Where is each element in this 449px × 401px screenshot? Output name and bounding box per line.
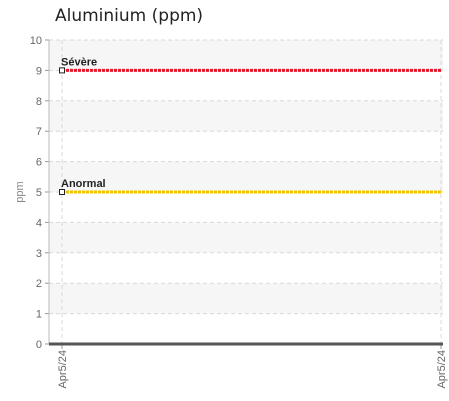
plot-band [49,40,443,71]
y-tick-label: 3 [36,248,42,260]
y-tick-label: 6 [36,157,42,169]
tick-labels: 0 1 2 3 4 5 6 7 8 9 10 Apr5/24 Apr5/24 ppm Sévère Anorm… [14,35,448,389]
plot-band [49,222,443,253]
series-group [49,67,443,346]
y-tick-label: 0 [36,339,42,351]
y-tick-label: 2 [36,278,42,290]
series-point [59,189,65,195]
axes [45,39,442,349]
y-axis-label: ppm [14,181,26,202]
y-tick-label: 7 [36,126,42,138]
y-tick-label: 5 [36,187,42,199]
y-tick-label: 10 [30,35,42,47]
plot-band [49,161,443,192]
y-tick-label: 9 [36,65,42,77]
series-label: Sévère [61,56,97,68]
x-tick-label: Apr5/24 [57,350,69,389]
y-tick-label: 8 [36,96,42,108]
y-tick-label: 4 [36,217,42,229]
plot-band [49,100,443,132]
chart-title: Aluminium (ppm) [55,6,204,26]
x-tick-label: Apr5/24 [436,350,448,389]
series-point [59,67,65,74]
y-tick-label: 1 [36,309,42,321]
plot-bands [49,40,443,314]
plot-band [49,283,443,314]
series-label: Anormal [61,178,106,190]
